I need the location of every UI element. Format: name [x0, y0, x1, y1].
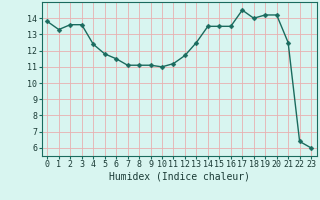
X-axis label: Humidex (Indice chaleur): Humidex (Indice chaleur)	[109, 172, 250, 182]
